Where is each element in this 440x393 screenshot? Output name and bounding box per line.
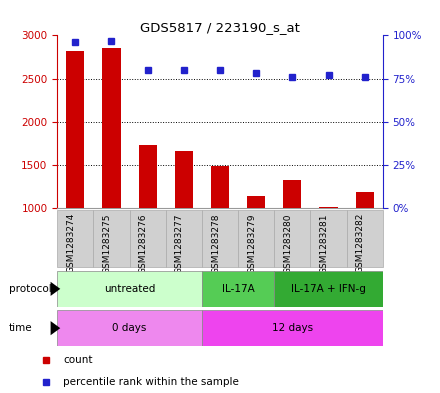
- Bar: [57, 310, 202, 346]
- Polygon shape: [51, 321, 60, 335]
- Bar: [319, 207, 337, 208]
- Text: time: time: [9, 323, 33, 333]
- Text: GSM1283274: GSM1283274: [66, 213, 75, 274]
- Bar: [247, 196, 265, 208]
- Bar: [356, 192, 374, 208]
- Bar: [103, 48, 121, 208]
- Text: GSM1283281: GSM1283281: [319, 213, 329, 274]
- Bar: [211, 166, 229, 208]
- Text: percentile rank within the sample: percentile rank within the sample: [63, 377, 239, 387]
- Bar: [202, 310, 383, 346]
- Bar: [274, 210, 311, 267]
- Text: untreated: untreated: [104, 284, 155, 294]
- Text: protocol: protocol: [9, 284, 51, 294]
- Text: GSM1283280: GSM1283280: [283, 213, 292, 274]
- Bar: [347, 210, 383, 267]
- Bar: [57, 210, 93, 267]
- Text: GSM1283279: GSM1283279: [247, 213, 256, 274]
- Bar: [311, 210, 347, 267]
- Text: IL-17A + IFN-g: IL-17A + IFN-g: [291, 284, 366, 294]
- Polygon shape: [51, 282, 60, 296]
- Title: GDS5817 / 223190_s_at: GDS5817 / 223190_s_at: [140, 21, 300, 34]
- Text: count: count: [63, 355, 92, 365]
- Bar: [129, 210, 166, 267]
- Text: GSM1283282: GSM1283282: [356, 213, 365, 274]
- Text: GSM1283276: GSM1283276: [139, 213, 148, 274]
- Text: GSM1283277: GSM1283277: [175, 213, 184, 274]
- Text: 12 days: 12 days: [272, 323, 313, 333]
- Bar: [57, 271, 202, 307]
- Bar: [274, 271, 383, 307]
- Bar: [238, 210, 274, 267]
- Text: IL-17A: IL-17A: [222, 284, 254, 294]
- Bar: [202, 271, 274, 307]
- Bar: [283, 180, 301, 208]
- Bar: [166, 210, 202, 267]
- Bar: [202, 210, 238, 267]
- Bar: [139, 145, 157, 208]
- Text: GSM1283275: GSM1283275: [103, 213, 111, 274]
- Bar: [66, 51, 84, 208]
- Bar: [175, 151, 193, 208]
- Bar: [93, 210, 129, 267]
- Text: 0 days: 0 days: [112, 323, 147, 333]
- Text: GSM1283278: GSM1283278: [211, 213, 220, 274]
